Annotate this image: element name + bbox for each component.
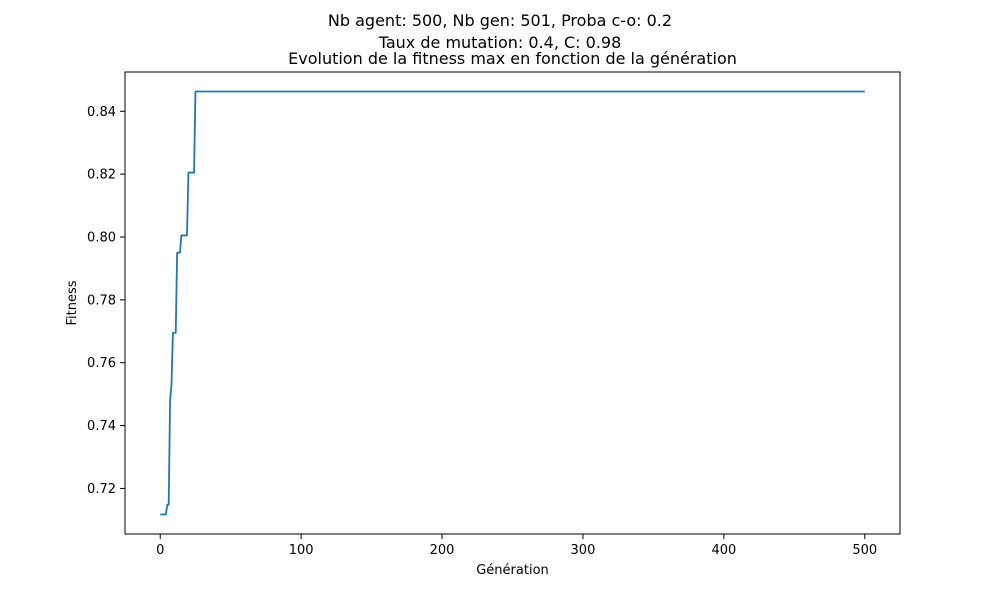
y-tick-label: 0.78 <box>87 293 116 308</box>
x-tick-label: 0 <box>156 543 164 558</box>
axes-frame <box>124 71 901 535</box>
y-axis-ticks: 0.72 0.74 0.76 0.78 0.80 0.82 0.84 <box>87 105 125 497</box>
chart-title: Evolution de la fitness max en fonction … <box>288 49 737 68</box>
suptitle-line-1: Nb agent: 500, Nb gen: 501, Proba c-o: 0… <box>328 11 672 30</box>
x-tick-label: 500 <box>852 543 877 558</box>
fitness-line <box>160 90 865 516</box>
x-tick-label: 300 <box>571 543 596 558</box>
suptitle-line-2: Taux de mutation: 0.4, C: 0.98 <box>378 33 622 52</box>
y-tick-label: 0.72 <box>87 482 116 497</box>
y-tick-label: 0.84 <box>87 105 116 120</box>
x-tick-label: 100 <box>289 543 314 558</box>
y-tick-label: 0.76 <box>87 356 116 371</box>
y-tick-label: 0.82 <box>87 168 116 183</box>
x-tick-label: 200 <box>430 543 455 558</box>
y-tick-label: 0.80 <box>87 231 116 246</box>
x-tick-label: 400 <box>711 543 736 558</box>
plot-area <box>160 90 865 516</box>
x-axis-ticks: 0 100 200 300 400 500 <box>156 534 877 558</box>
x-axis-label: Génération <box>476 563 549 578</box>
y-axis-label: Fitness <box>65 280 80 325</box>
y-tick-label: 0.74 <box>87 419 116 434</box>
